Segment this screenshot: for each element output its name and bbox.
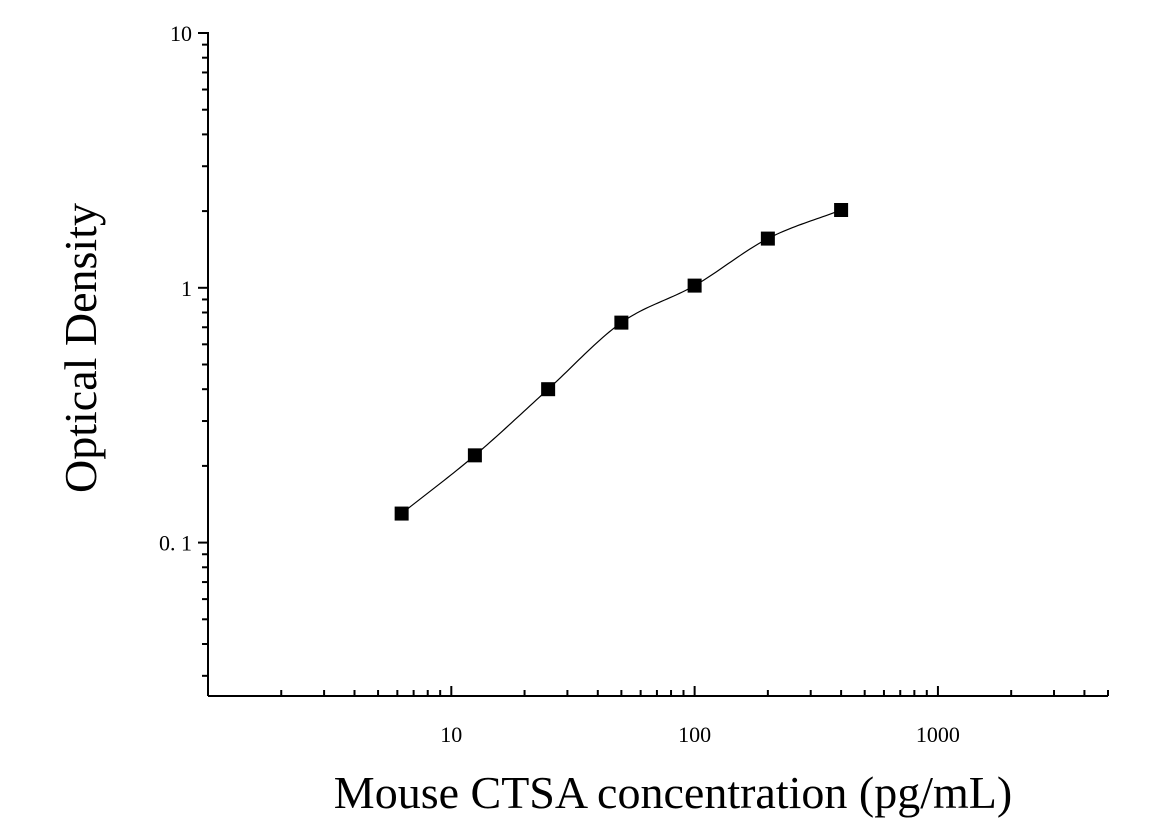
- data-point: [760, 231, 775, 246]
- data-point: [467, 448, 482, 463]
- x-tick-label: 100: [678, 722, 711, 747]
- x-axis-title: Mouse CTSA concentration (pg/mL): [334, 767, 1012, 818]
- fit-curve: [401, 209, 842, 515]
- y-tick-label: 0. 1: [159, 531, 192, 556]
- axes: [207, 32, 1108, 697]
- ticks: [198, 32, 1109, 696]
- data-points: [394, 202, 849, 521]
- data-point: [614, 315, 629, 330]
- y-tick-label: 10: [170, 21, 192, 46]
- data-point: [541, 382, 556, 397]
- data-point: [394, 506, 409, 521]
- fit-curve-layer: [401, 209, 842, 515]
- data-point: [834, 202, 849, 217]
- x-tick-label: 10: [440, 722, 462, 747]
- data-point: [687, 278, 702, 293]
- x-tick-label: 1000: [916, 722, 960, 747]
- y-axis-title: Optical Density: [55, 203, 106, 493]
- tick-labels: 10 100 1000 10 1 0. 1: [159, 21, 960, 747]
- y-tick-label: 1: [181, 276, 192, 301]
